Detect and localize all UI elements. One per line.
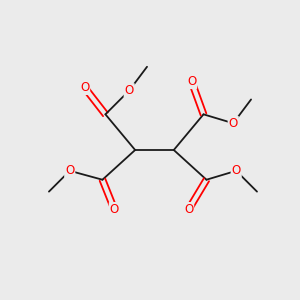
Text: O: O <box>187 75 196 88</box>
Text: O: O <box>229 117 238 130</box>
Text: O: O <box>65 164 74 177</box>
Text: O: O <box>184 203 193 216</box>
Text: O: O <box>110 203 119 216</box>
Text: O: O <box>232 164 241 177</box>
Text: O: O <box>80 81 89 94</box>
Text: O: O <box>124 84 134 97</box>
